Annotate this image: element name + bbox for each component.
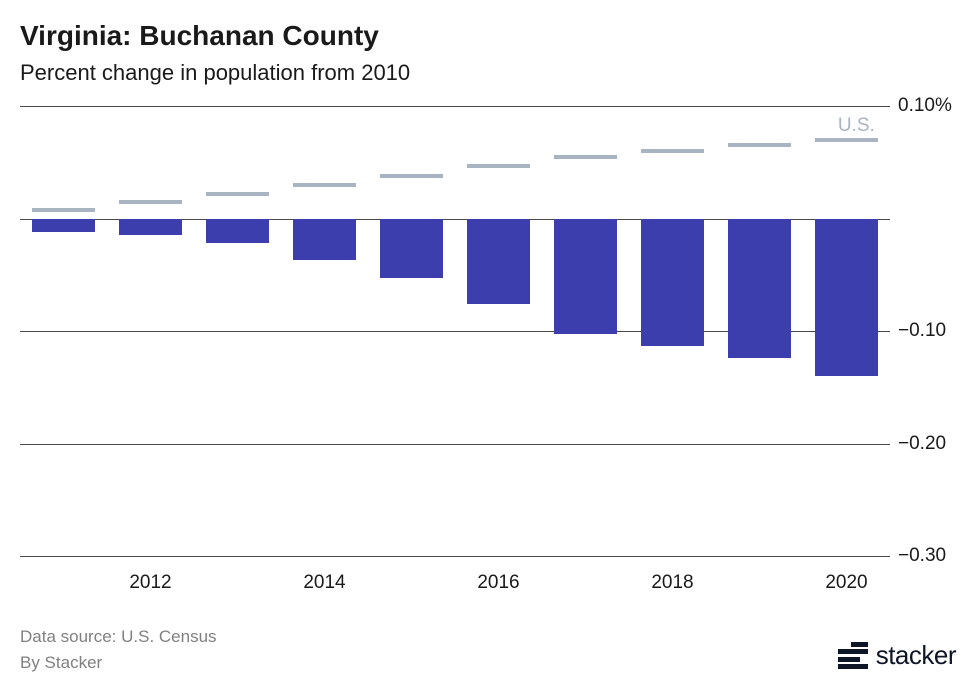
plot-area: 0.10%−0.10−0.20−0.30U.S.2012201420162018… [20,106,890,556]
county-bar [467,219,530,305]
us-segment [380,174,443,178]
x-axis-label: 2018 [651,572,693,594]
county-bar [206,219,269,244]
county-bar [815,219,878,377]
y-axis-label: 0.10% [898,95,952,117]
chart-subtitle: Percent change in population from 2010 [20,60,960,86]
x-axis-label: 2020 [825,572,867,594]
chart-area: 0.10%−0.10−0.20−0.30U.S.2012201420162018… [20,106,960,556]
us-segment [641,149,704,153]
us-segment [119,200,182,204]
us-segment [467,164,530,168]
county-bar [641,219,704,346]
us-segment [293,183,356,187]
footer-source: Data source: U.S. Census [20,624,217,650]
stacker-logo-icon [838,642,868,670]
us-segment [554,155,617,159]
county-bar [32,219,95,233]
y-axis-label: −0.20 [898,433,946,455]
y-axis-label: −0.10 [898,320,946,342]
stacker-logo: stacker [838,640,956,671]
county-bar [728,219,791,359]
us-segment [728,143,791,147]
gridline [20,444,890,445]
us-segment [32,208,95,212]
us-segment [815,138,878,142]
footer-by: By Stacker [20,650,217,676]
stacker-logo-text: stacker [876,640,956,671]
y-axis-label: −0.30 [898,545,946,567]
gridline [20,106,890,107]
us-series-label: U.S. [838,115,875,137]
x-axis-label: 2016 [477,572,519,594]
x-axis-label: 2014 [303,572,345,594]
county-bar [380,219,443,279]
us-segment [206,192,269,196]
chart-title: Virginia: Buchanan County [20,20,960,52]
chart-footer: Data source: U.S. Census By Stacker [20,624,217,675]
gridline [20,556,890,557]
county-bar [554,219,617,335]
x-axis-label: 2012 [129,572,171,594]
county-bar [293,219,356,261]
county-bar [119,219,182,236]
